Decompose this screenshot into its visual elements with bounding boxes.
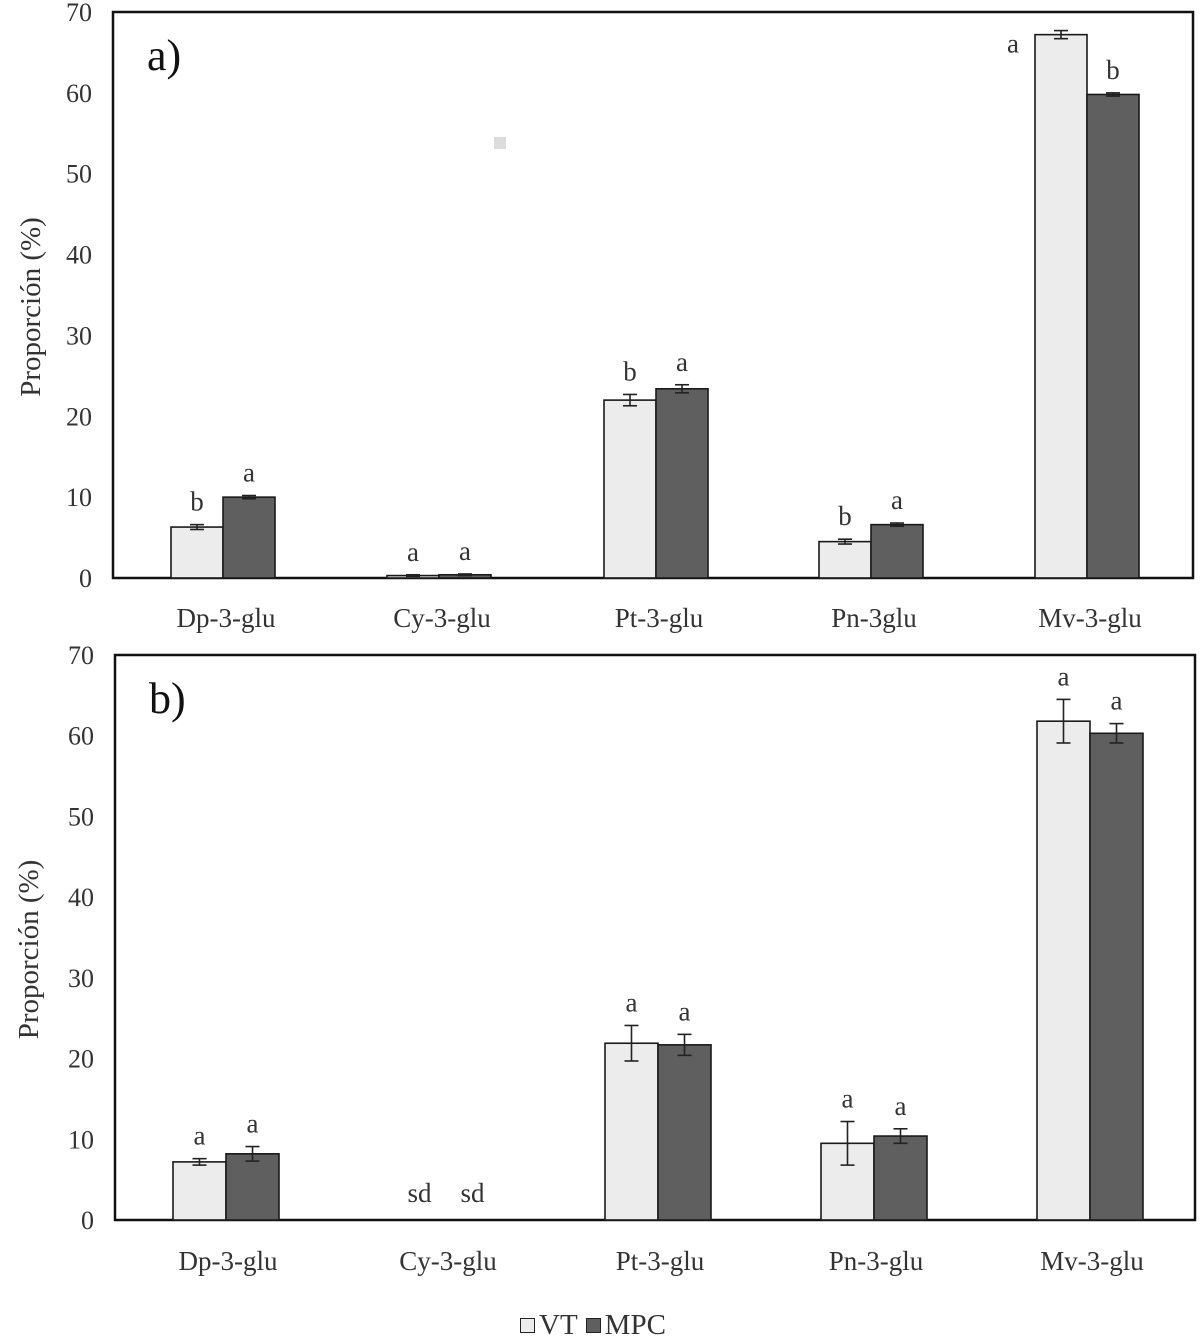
panel-a-ylabel: Proporción (%)	[15, 217, 47, 397]
panel-a-category-label: Dp-3-glu	[177, 603, 276, 633]
panel-b-significance-label: a	[626, 987, 638, 1017]
panel-b-significance-label: sd	[460, 1178, 485, 1208]
panel-b-bar-vt	[1036, 720, 1091, 1221]
panel-a-significance-label: b	[1106, 55, 1120, 85]
panel-a-ytick-label: 40	[66, 241, 92, 270]
panel-a-bar-vt	[603, 399, 657, 579]
panel-a-label: a)	[147, 31, 181, 80]
panel-b-ytick-label: 50	[68, 802, 94, 831]
panel-b-significance-label: a	[895, 1091, 907, 1121]
panel-b-category-label: Pt-3-glu	[616, 1246, 705, 1276]
legend-swatch-mpc	[585, 1317, 601, 1333]
panel-a-significance-label: a	[243, 458, 255, 488]
panel-a-category-label: Cy-3-glu	[393, 603, 491, 633]
panel-a-significance-label: b	[190, 487, 204, 517]
panel-a-ytick-label: 60	[66, 79, 92, 108]
panel-a-bar-mpc	[1086, 93, 1140, 579]
panel-b-ytick-label: 10	[68, 1125, 94, 1154]
panel-b-significance-label: a	[679, 996, 691, 1026]
panel-b-category-label: Pn-3-glu	[829, 1246, 924, 1276]
panel-a-ytick-label: 70	[66, 0, 92, 27]
panel-b-category-label: Mv-3-glu	[1040, 1246, 1144, 1276]
legend-item-mpc: MPC	[585, 1308, 666, 1342]
panel-a-ytick-label: 0	[79, 564, 92, 593]
panel-a-ytick-label: 10	[66, 483, 92, 512]
legend-label-vt: VT	[539, 1308, 578, 1341]
panel-a-category-label: Pn-3glu	[831, 603, 917, 633]
panel-b-label: b)	[149, 674, 186, 723]
panel-a-bar-vt	[818, 540, 872, 579]
panel-b-significance-label: sd	[407, 1178, 432, 1208]
legend-item-vt: VT	[520, 1309, 578, 1342]
panel-b-ytick-label: 0	[81, 1206, 94, 1235]
panel-a-bar-mpc	[870, 523, 924, 579]
panel-a-bar-mpc	[222, 496, 276, 579]
panel-a-category-label: Mv-3-glu	[1038, 603, 1142, 633]
panel-b-bar-vt	[604, 1042, 659, 1221]
panel-b-significance-label: a	[194, 1121, 206, 1151]
legend-swatch-vt	[520, 1317, 535, 1333]
panel-a-significance-label: a	[407, 537, 419, 567]
panel-b-bar-mpc	[873, 1135, 928, 1221]
panel-b-category-label: Cy-3-glu	[399, 1246, 497, 1276]
panel-a-significance-label: b	[838, 501, 852, 531]
panel-b-significance-label: a	[842, 1084, 854, 1114]
panel-a-category-label: Pt-3-glu	[615, 603, 704, 633]
panel-b-bar-mpc	[657, 1044, 712, 1221]
panel-b-significance-label: a	[1111, 686, 1123, 716]
artifact-square	[494, 137, 506, 149]
panel-a-significance-label: a	[891, 485, 903, 515]
panel-b-significance-label: a	[1058, 661, 1070, 691]
panel-b-ytick-label: 30	[68, 964, 94, 993]
panel-a-ytick-label: 20	[66, 402, 92, 431]
panel-b-category-label: Dp-3-glu	[179, 1246, 278, 1276]
panel-b-ylabel: Proporción (%)	[13, 860, 45, 1040]
panel-a-ytick-label: 30	[66, 321, 92, 350]
panel-a-bar-vt	[1034, 33, 1088, 579]
legend-label-mpc: MPC	[604, 1308, 666, 1341]
panel-b-bar-mpc	[225, 1153, 280, 1221]
panel-b-ytick-label: 20	[68, 1045, 94, 1074]
panel-b-bar-mpc	[1089, 732, 1144, 1221]
panel-a-significance-label: b	[623, 356, 637, 386]
panel-a-significance-label: a	[676, 347, 688, 377]
panel-b-ytick-label: 70	[68, 641, 94, 670]
panel-b-ytick-label: 40	[68, 883, 94, 912]
panel-a-bar-vt	[170, 526, 224, 579]
panel-a-ytick-label: 50	[66, 160, 92, 189]
panel-b-bar-vt	[172, 1161, 227, 1221]
panel-a-significance-label: a	[1007, 29, 1019, 59]
panel-a-significance-label: a	[459, 536, 471, 566]
panel-a-bar-mpc	[655, 387, 709, 579]
panel-b-significance-label: a	[247, 1109, 259, 1139]
panel-b-ytick-label: 60	[68, 722, 94, 751]
legend: VT MPC	[520, 1308, 674, 1342]
